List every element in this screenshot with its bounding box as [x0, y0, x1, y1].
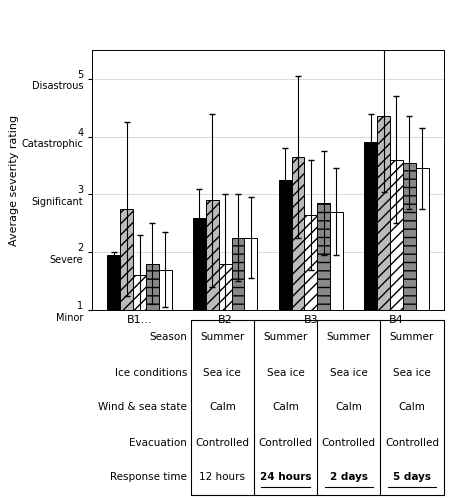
Text: Sea ice: Sea ice	[330, 368, 368, 378]
Bar	[219, 264, 231, 368]
Text: Wind & sea state: Wind & sea state	[98, 402, 187, 412]
Text: Controlled: Controlled	[322, 438, 376, 448]
Bar	[193, 218, 206, 368]
Bar	[390, 160, 403, 368]
Bar	[292, 157, 304, 368]
Bar	[244, 238, 257, 368]
Text: Summer: Summer	[390, 332, 434, 342]
Bar	[191, 320, 444, 495]
Bar	[330, 212, 343, 368]
Bar	[403, 162, 416, 368]
Text: Controlled: Controlled	[195, 438, 249, 448]
Bar	[159, 270, 171, 368]
Text: Calm: Calm	[209, 402, 236, 412]
Text: Season: Season	[149, 332, 187, 342]
Text: Sea ice: Sea ice	[267, 368, 304, 378]
Bar	[416, 168, 429, 368]
Text: Calm: Calm	[399, 402, 426, 412]
Bar	[279, 180, 292, 368]
Text: 5 days: 5 days	[393, 472, 431, 482]
Bar	[146, 264, 159, 368]
Text: Response time: Response time	[110, 472, 187, 482]
Text: 2 days: 2 days	[330, 472, 368, 482]
Bar	[133, 276, 146, 368]
Bar	[317, 203, 330, 368]
Text: 12 hours: 12 hours	[199, 472, 245, 482]
Text: Ice conditions: Ice conditions	[115, 368, 187, 378]
Text: 24 hours: 24 hours	[260, 472, 311, 482]
Text: Sea ice: Sea ice	[203, 368, 241, 378]
Bar	[231, 238, 244, 368]
Text: Summer: Summer	[263, 332, 308, 342]
Y-axis label: Average severity rating: Average severity rating	[9, 114, 19, 246]
Text: Evacuation: Evacuation	[129, 438, 187, 448]
Bar	[377, 116, 390, 368]
Bar	[304, 214, 317, 368]
Text: Calm: Calm	[272, 402, 299, 412]
Bar	[120, 209, 133, 368]
Text: Summer: Summer	[200, 332, 244, 342]
Bar	[365, 142, 377, 368]
Text: Calm: Calm	[335, 402, 362, 412]
Bar	[107, 255, 120, 368]
Bar	[206, 200, 219, 368]
Text: Sea ice: Sea ice	[393, 368, 431, 378]
Text: Controlled: Controlled	[259, 438, 312, 448]
Text: Controlled: Controlled	[385, 438, 439, 448]
Text: Summer: Summer	[327, 332, 371, 342]
